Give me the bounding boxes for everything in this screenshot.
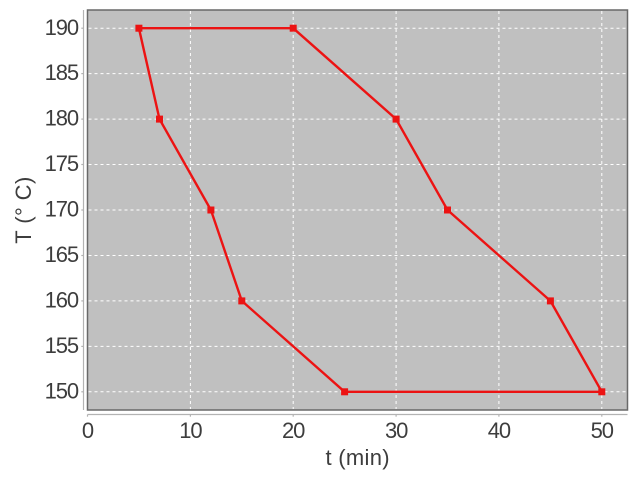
- svg-text:190: 190: [45, 15, 79, 40]
- svg-text:185: 185: [45, 60, 79, 85]
- svg-text:30: 30: [385, 418, 408, 443]
- svg-text:0: 0: [82, 418, 94, 443]
- svg-text:155: 155: [45, 333, 79, 358]
- svg-text:40: 40: [488, 418, 511, 443]
- svg-text:165: 165: [45, 242, 79, 267]
- svg-text:160: 160: [45, 288, 79, 313]
- svg-text:t (min): t (min): [325, 445, 389, 470]
- svg-text:175: 175: [45, 151, 79, 176]
- svg-text:10: 10: [179, 418, 202, 443]
- svg-text:T (° C): T (° C): [11, 176, 36, 243]
- svg-text:180: 180: [45, 106, 79, 131]
- svg-text:170: 170: [45, 197, 79, 222]
- svg-text:50: 50: [591, 418, 614, 443]
- svg-text:150: 150: [45, 378, 79, 403]
- svg-text:20: 20: [282, 418, 305, 443]
